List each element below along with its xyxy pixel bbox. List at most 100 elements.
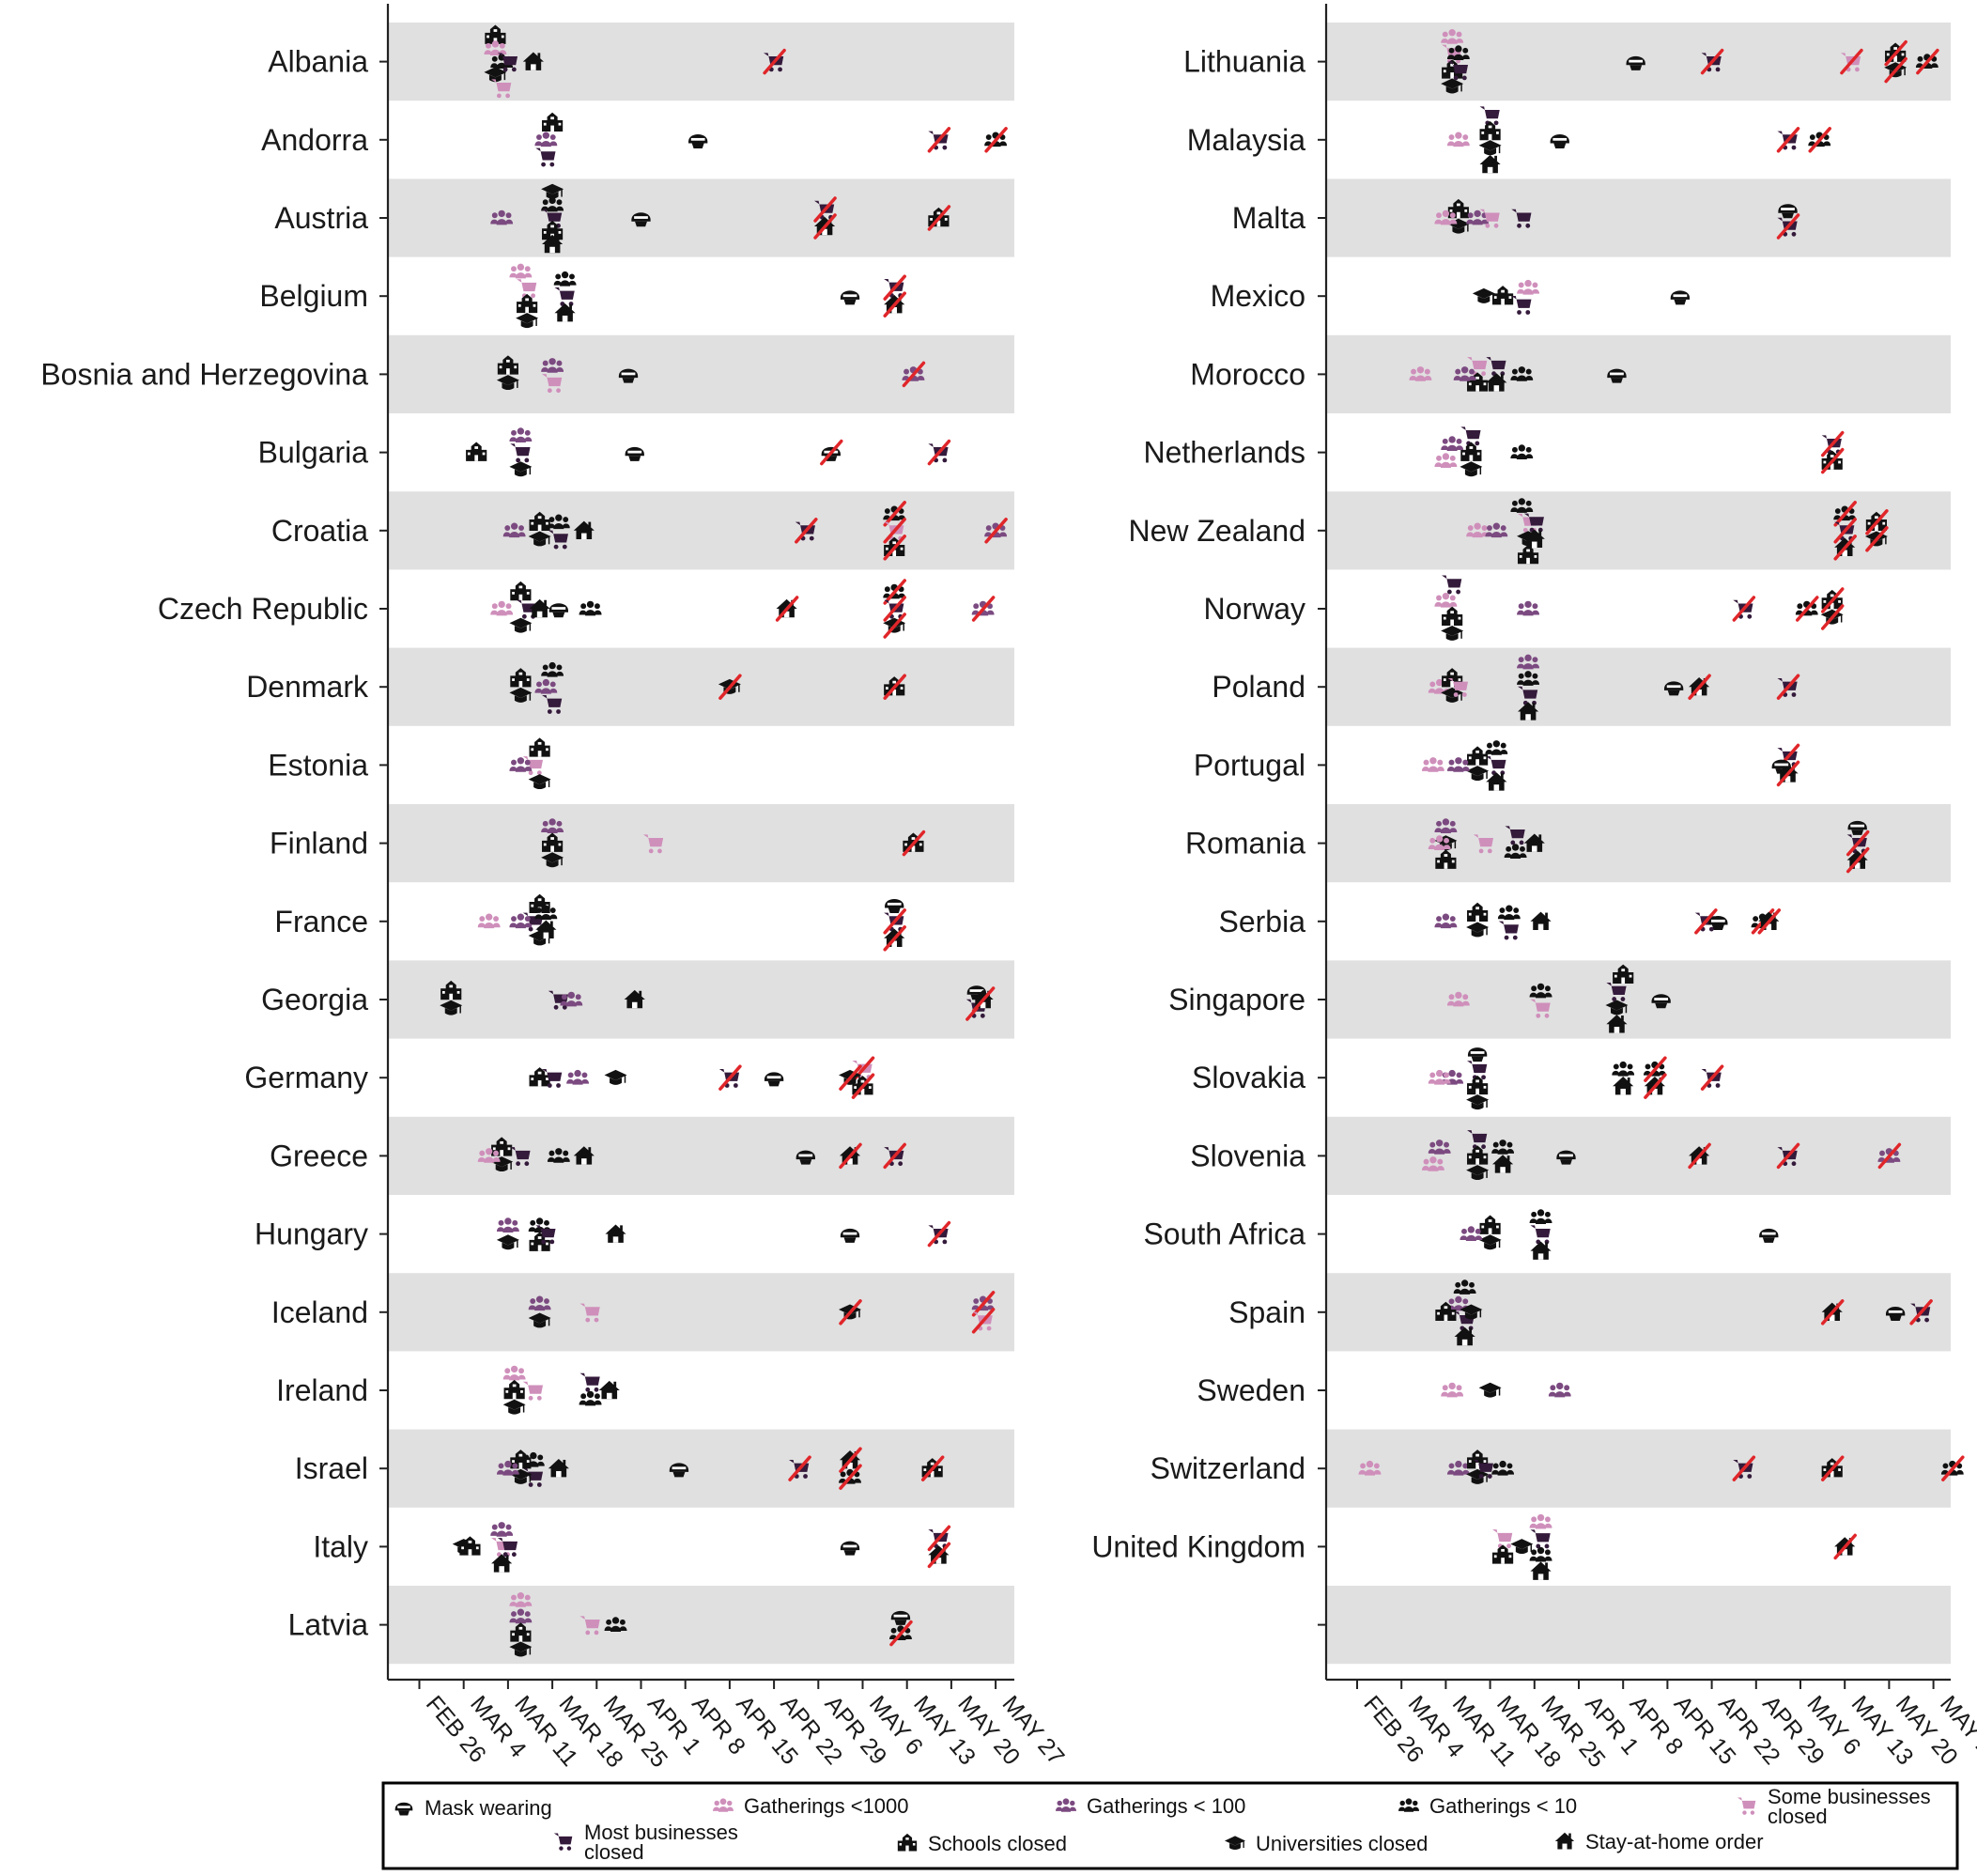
lifted-slash	[1700, 48, 1724, 75]
row-band	[1326, 491, 1951, 570]
lifted-slash	[1820, 430, 1845, 457]
univ-icon	[1466, 766, 1490, 782]
lifted-slash	[971, 1291, 996, 1317]
lifted-slash	[927, 127, 951, 153]
lifted-slash	[883, 674, 906, 700]
schools-lifted-mark	[920, 1455, 945, 1481]
lifted-slash	[902, 361, 926, 388]
legend-item-univ: Universities closed	[1225, 1832, 1428, 1855]
lifted-slash	[1865, 526, 1889, 552]
gath10-lifted-mark	[984, 127, 1008, 153]
lifted-slash	[813, 213, 837, 240]
stay_home-mark	[529, 598, 550, 618]
univ-mark	[528, 774, 551, 790]
row-band	[1326, 1429, 1951, 1508]
gath10-lifted-mark	[1833, 501, 1857, 527]
lifted-slash	[1757, 908, 1782, 935]
univ-icon	[1460, 461, 1483, 477]
most_bus-lifted-mark	[1833, 518, 1857, 544]
stay_home-mark	[1530, 911, 1552, 931]
gath10-lifted-mark	[883, 501, 906, 527]
schools-icon	[529, 737, 550, 757]
lifted-slash	[1916, 48, 1939, 75]
lifted-slash	[927, 1542, 951, 1569]
country-label: Italy	[313, 1529, 368, 1563]
most_bus-lifted-mark	[788, 1455, 811, 1481]
stay_home-mark	[1530, 1241, 1552, 1260]
univ-mark	[1460, 461, 1483, 477]
gath10-mark	[1485, 740, 1508, 755]
stay_home-lifted-mark	[1757, 908, 1782, 935]
stay_home-mark	[1530, 1561, 1552, 1580]
mask-icon	[1759, 1228, 1779, 1243]
legend-box	[381, 1781, 1959, 1870]
schools-mark	[529, 737, 550, 757]
row-band	[1326, 960, 1951, 1039]
lifted-slash	[984, 127, 1008, 153]
row-band	[1326, 1116, 1951, 1195]
mask-icon	[840, 1541, 860, 1556]
most_bus-lifted-mark	[1700, 48, 1724, 75]
schools-icon	[459, 1536, 481, 1556]
country-label: New Zealand	[1128, 514, 1305, 548]
mask-icon	[548, 603, 568, 618]
schools-icon	[466, 442, 487, 461]
legend-item-gath1000: Gatherings <1000	[713, 1794, 909, 1818]
stay_home-lifted-mark	[775, 596, 799, 622]
legend-item-most_bus: Most businesses closed	[553, 1821, 738, 1864]
lifted-slash	[775, 596, 799, 622]
gath100-icon	[1460, 1226, 1483, 1241]
gath100-mark	[1434, 913, 1458, 929]
lifted-slash	[883, 612, 906, 639]
gath10-icon	[1529, 1546, 1552, 1562]
lifted-slash	[1846, 829, 1870, 857]
most_bus-lifted-mark	[1776, 1142, 1800, 1170]
univ-mark	[1478, 1382, 1502, 1398]
lifted-slash	[839, 1447, 862, 1473]
gath1000-icon	[1421, 757, 1444, 772]
univ-icon	[1466, 922, 1490, 938]
gath100-mark	[509, 913, 533, 929]
univ-mark	[509, 461, 533, 477]
lifted-slash	[1884, 39, 1907, 67]
lifted-slash	[1776, 760, 1800, 787]
gath1000-mark	[1517, 279, 1540, 295]
some_bus-mark	[522, 756, 544, 776]
mask-mark	[885, 899, 904, 914]
most_bus-lifted-mark	[763, 48, 786, 75]
country-label: Mexico	[1211, 279, 1305, 313]
schools-lifted-mark	[1884, 39, 1907, 67]
most_bus-icon	[1486, 756, 1506, 776]
row-band	[388, 178, 1014, 257]
some_bus-lifted-mark	[883, 518, 906, 544]
schools-lifted-mark	[927, 205, 951, 231]
lifted-slash	[1941, 1455, 1965, 1481]
lifted-slash	[1776, 674, 1800, 700]
country-label: Israel	[295, 1451, 368, 1485]
gath10-icon	[1529, 1209, 1552, 1224]
most_bus-lifted-mark	[927, 127, 951, 153]
stay_home-icon	[1530, 1241, 1552, 1260]
most_bus-mark	[535, 147, 556, 167]
univ-lifted-mark	[883, 612, 906, 639]
gath100-mark	[1460, 1226, 1483, 1241]
gath100-mark	[509, 757, 533, 772]
gath1000-mark	[477, 913, 501, 929]
lifted-slash	[927, 439, 951, 466]
schools-icon	[1479, 1215, 1501, 1234]
gath100-lifted-mark	[984, 518, 1008, 544]
stay_home-lifted-mark	[839, 1142, 862, 1170]
lifted-slash	[883, 579, 906, 605]
lifted-slash	[1846, 846, 1870, 874]
lifted-slash	[920, 1455, 945, 1481]
country-label: United Kingdom	[1091, 1529, 1305, 1563]
most_bus-lifted-mark	[883, 1142, 906, 1170]
country-label: Bosnia and Herzegovina	[40, 357, 368, 391]
gath1000-mark	[1428, 1069, 1451, 1085]
univ-mark	[509, 617, 533, 633]
country-label: Singapore	[1168, 983, 1305, 1016]
stay_home-icon	[598, 1380, 620, 1400]
univ-mark	[516, 313, 539, 329]
stay_home-lifted-mark	[1776, 760, 1800, 787]
stay_home-mark	[605, 1224, 626, 1243]
